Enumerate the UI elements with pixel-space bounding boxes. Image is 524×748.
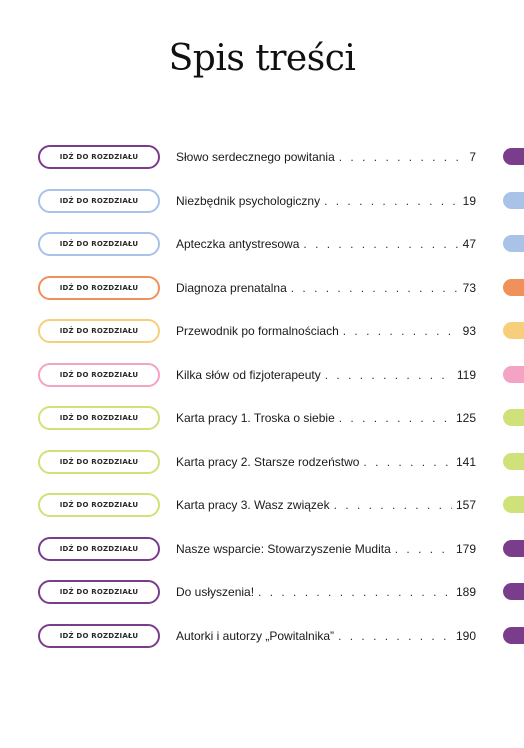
dot-leader: [303, 237, 458, 251]
toc-row: IDŹ DO ROZDZIAŁU Karta pracy 3. Wasz zwią…: [0, 493, 524, 517]
page-number: 93: [462, 324, 476, 338]
dot-leader: [363, 455, 452, 469]
chapter-title: Nasze wsparcie: Stowarzyszenie Mudita: [176, 541, 391, 556]
chapter-title: Apteczka antystresowa: [176, 237, 300, 251]
toc-entry[interactable]: Diagnoza prenatalna 73: [176, 278, 476, 298]
chapter-title: Karta pracy 3. Wasz związek: [176, 498, 330, 512]
page-number: 179: [455, 541, 476, 556]
go-to-chapter-button[interactable]: IDŹ DO ROZDZIAŁU: [38, 275, 160, 300]
chapter-title: Karta pracy 1. Troska o siebie: [176, 411, 335, 425]
toc-entry[interactable]: Słowo serdecznego powitania 7: [176, 147, 476, 167]
dot-leader: [334, 498, 452, 512]
chapter-color-tab: [503, 583, 524, 600]
toc-entry[interactable]: Przewodnik po formalnościach 93: [176, 321, 476, 341]
toc-entry[interactable]: Autorki i autorzy „Powitalnika” 190: [176, 626, 476, 646]
page-number: 73: [462, 280, 476, 295]
chapter-color-tab: [503, 235, 524, 252]
dot-leader: [258, 585, 452, 599]
toc-row: IDŹ DO ROZDZIAŁU Niezbędnik psychologiczn…: [0, 188, 524, 213]
dot-leader: [339, 411, 452, 425]
toc-row: IDŹ DO ROZDZIAŁU Przewodnik po formalnośc…: [0, 319, 524, 343]
page-number: 157: [455, 498, 476, 512]
toc-entry[interactable]: Do usłyszenia! 189: [176, 582, 476, 602]
toc-row: IDŹ DO ROZDZIAŁU Słowo serdecznego powita…: [0, 145, 524, 169]
chapter-color-tab: [503, 539, 524, 557]
toc-entry[interactable]: Nasze wsparcie: Stowarzyszenie Mudita 179: [176, 539, 476, 559]
dot-leader: [343, 324, 459, 338]
dot-leader: [339, 150, 466, 164]
toc-row: IDŹ DO ROZDZIAŁU Autorki i autorzy „Powit…: [0, 623, 524, 648]
go-to-chapter-button[interactable]: IDŹ DO ROZDZIAŁU: [38, 449, 160, 474]
toc-entry[interactable]: Karta pracy 2. Starsze rodzeństwo 141: [176, 452, 476, 472]
chapter-color-tab: [503, 626, 524, 644]
toc-entry[interactable]: Apteczka antystresowa 47: [176, 234, 476, 254]
chapter-title: Karta pracy 2. Starsze rodzeństwo: [176, 454, 360, 469]
go-to-chapter-button[interactable]: IDŹ DO ROZDZIAŁU: [38, 580, 160, 604]
go-to-chapter-button[interactable]: IDŹ DO ROZDZIAŁU: [38, 493, 160, 517]
chapter-color-tab: [503, 452, 524, 470]
toc-row: IDŹ DO ROZDZIAŁU Nasze wsparcie: Stowarzy…: [0, 536, 524, 561]
chapter-color-tab: [503, 322, 524, 339]
go-to-chapter-button[interactable]: IDŹ DO ROZDZIAŁU: [38, 232, 160, 256]
chapter-title: Diagnoza prenatalna: [176, 280, 287, 295]
dot-leader: [395, 542, 452, 556]
dot-leader: [324, 194, 459, 208]
chapter-color-tab: [503, 365, 524, 383]
chapter-color-tab: [503, 496, 524, 513]
chapter-color-tab: [503, 191, 524, 209]
toc-row: IDŹ DO ROZDZIAŁU Karta pracy 1. Troska o …: [0, 406, 524, 430]
go-to-chapter-button[interactable]: IDŹ DO ROZDZIAŁU: [38, 362, 160, 387]
toc-entry[interactable]: Kilka słów od fizjoterapeuty 119: [176, 365, 476, 385]
go-to-chapter-button[interactable]: IDŹ DO ROZDZIAŁU: [38, 188, 160, 213]
toc-row: IDŹ DO ROZDZIAŁU Apteczka antystresowa 47: [0, 232, 524, 256]
page-number: 19: [462, 193, 476, 208]
page-title: Spis treści: [168, 38, 356, 79]
dot-leader: [325, 368, 453, 382]
chapter-title: Kilka słów od fizjoterapeuty: [176, 367, 321, 382]
chapter-color-tab: [503, 409, 524, 426]
page-number: 189: [455, 585, 476, 599]
toc-row: IDŹ DO ROZDZIAŁU Kilka słów od fizjoterap…: [0, 362, 524, 387]
page-number: 141: [455, 454, 476, 469]
toc-row: IDŹ DO ROZDZIAŁU Diagnoza prenatalna 73: [0, 275, 524, 300]
toc-entry[interactable]: Karta pracy 1. Troska o siebie 125: [176, 408, 476, 428]
toc-entry[interactable]: Karta pracy 3. Wasz związek 157: [176, 495, 476, 515]
dot-leader: [338, 629, 452, 643]
toc-row: IDŹ DO ROZDZIAŁU Do usłyszenia! 189: [0, 580, 524, 604]
chapter-title: Do usłyszenia!: [176, 585, 255, 599]
toc-entry[interactable]: Niezbędnik psychologiczny 19: [176, 191, 476, 211]
page-number: 190: [455, 628, 476, 643]
page-number: 7: [469, 150, 476, 164]
chapter-title: Niezbędnik psychologiczny: [176, 193, 321, 208]
go-to-chapter-button[interactable]: IDŹ DO ROZDZIAŁU: [38, 536, 160, 561]
chapter-title: Autorki i autorzy „Powitalnika”: [176, 628, 335, 643]
chapter-title: Słowo serdecznego powitania: [176, 150, 335, 164]
page-number: 125: [455, 411, 476, 425]
go-to-chapter-button[interactable]: IDŹ DO ROZDZIAŁU: [38, 319, 160, 343]
go-to-chapter-button[interactable]: IDŹ DO ROZDZIAŁU: [38, 145, 160, 169]
page-number: 119: [456, 367, 476, 382]
go-to-chapter-button[interactable]: IDŹ DO ROZDZIAŁU: [38, 623, 160, 648]
chapter-title: Przewodnik po formalnościach: [176, 324, 339, 338]
chapter-color-tab: [503, 148, 524, 165]
dot-leader: [291, 281, 459, 295]
toc-row: IDŹ DO ROZDZIAŁU Karta pracy 2. Starsze r…: [0, 449, 524, 474]
go-to-chapter-button[interactable]: IDŹ DO ROZDZIAŁU: [38, 406, 160, 430]
page-number: 47: [462, 237, 476, 251]
chapter-color-tab: [503, 278, 524, 296]
